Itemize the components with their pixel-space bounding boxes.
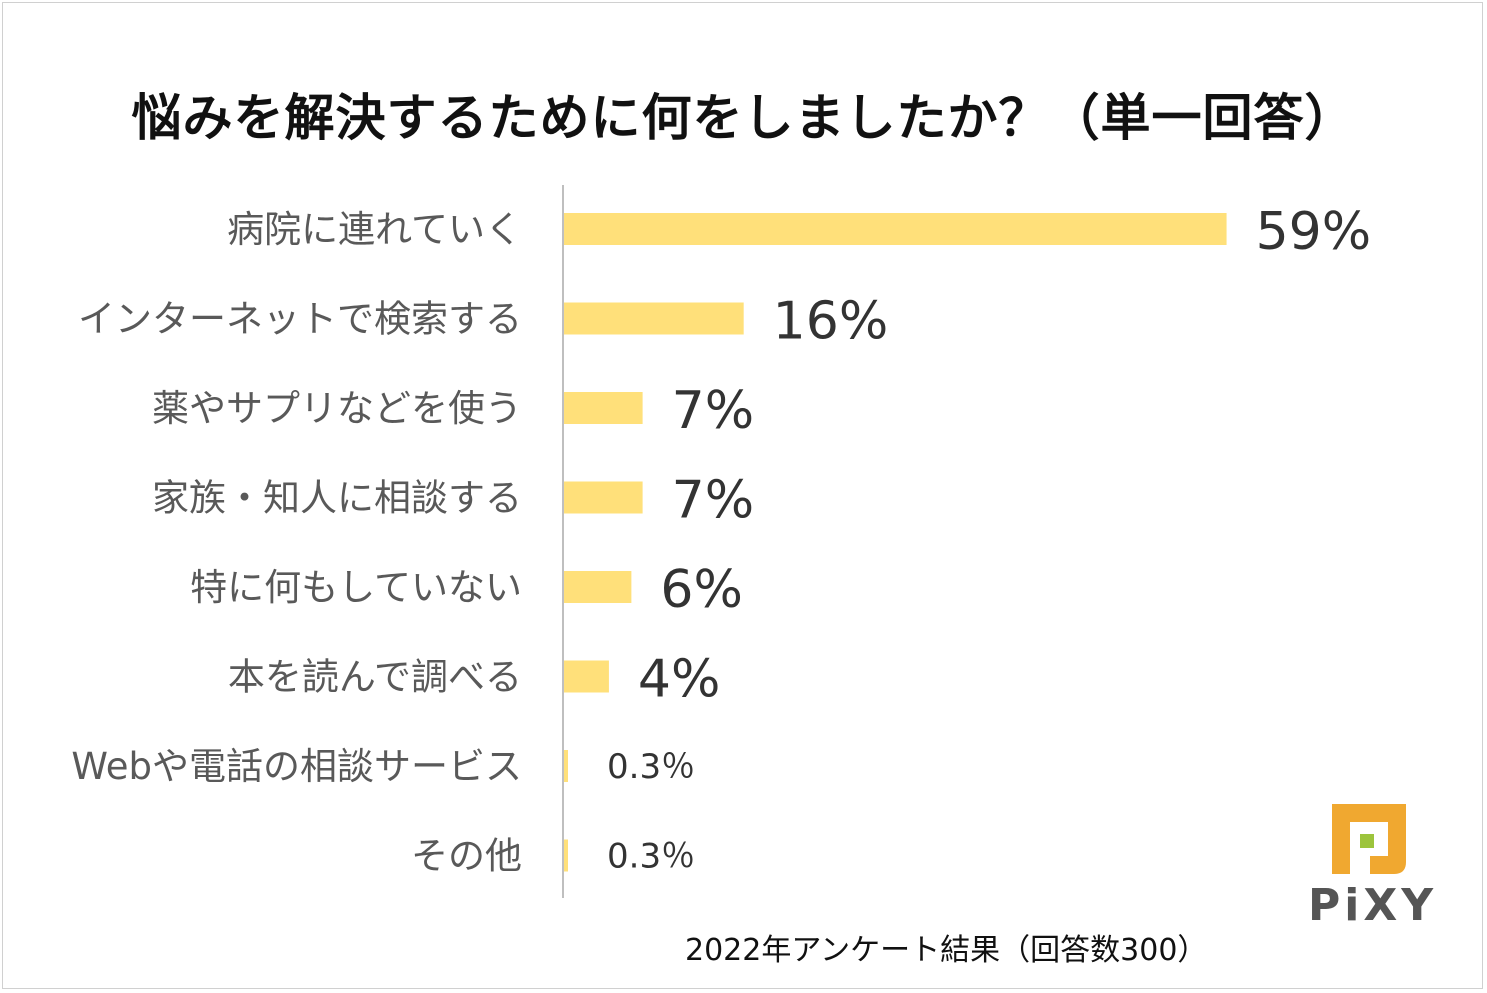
category-label: 特に何もしていない <box>190 566 522 609</box>
value-label: 4% <box>638 650 721 710</box>
pixy-logo <box>1332 804 1406 874</box>
category-label: インターネットで検索する <box>78 298 522 341</box>
bar <box>564 481 643 514</box>
logo-text: PiXY <box>1308 880 1438 931</box>
bar <box>564 392 643 424</box>
category-label: Webや電話の相談サービス <box>71 745 522 788</box>
chart-title: 悩みを解決するために何をしましたか？（単一回答） <box>131 89 1356 147</box>
bar <box>564 660 609 693</box>
footnote: 2022年アンケート結果（回答数300） <box>685 933 1208 968</box>
value-label: 16% <box>773 292 889 352</box>
bars: 病院に連れていく 59% インターネットで検索する 16% 薬やサプリなどを使う 7% 家族… <box>71 202 1371 878</box>
value-label: 0.3％ <box>607 837 695 877</box>
value-label: 6% <box>660 560 743 620</box>
logo-green-square <box>1360 834 1374 848</box>
category-label: その他 <box>411 835 522 878</box>
category-label: 病院に連れていく <box>227 208 522 251</box>
bar <box>564 213 1227 245</box>
category-label: 家族・知人に相談する <box>152 477 522 520</box>
category-label: 薬やサプリなどを使う <box>152 387 522 430</box>
bar <box>564 302 744 335</box>
bar <box>564 839 568 872</box>
logo-orange-mark <box>1332 804 1406 874</box>
bar <box>564 571 632 603</box>
value-label: 7% <box>672 471 755 531</box>
category-label: 本を読んで調べる <box>228 656 522 699</box>
value-label: 59% <box>1256 202 1372 262</box>
value-label: 7% <box>672 381 755 441</box>
value-label: 0.3％ <box>607 747 695 787</box>
bar <box>564 750 568 782</box>
